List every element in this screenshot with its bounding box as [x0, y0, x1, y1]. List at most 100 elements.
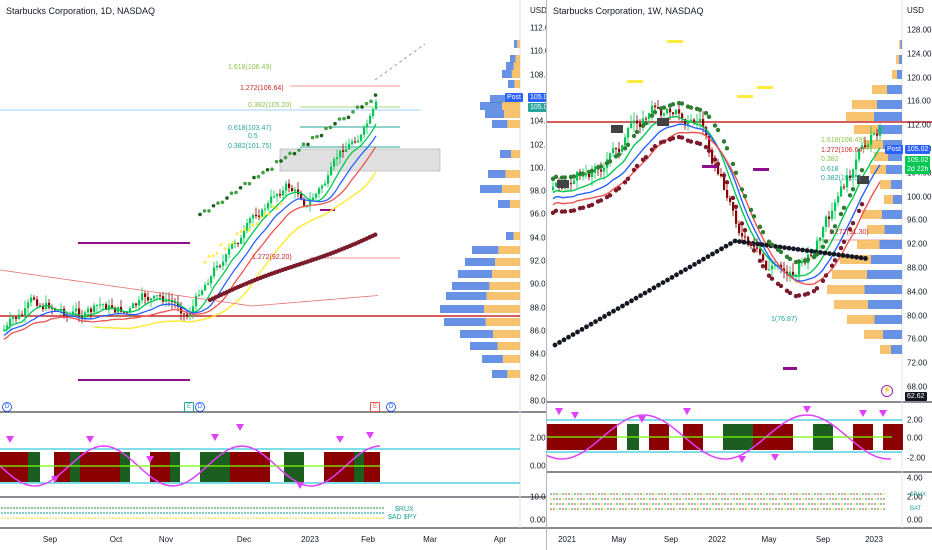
right-signal-dot	[739, 187, 745, 192]
right-bottom-dot	[565, 508, 567, 510]
earnings-icon[interactable]: E	[370, 402, 380, 412]
left-post-value-badge: 105.02	[528, 93, 546, 102]
right-volume-profile-bar	[864, 285, 902, 294]
dividend-icon[interactable]: D	[195, 402, 205, 412]
left-osc-segment	[200, 452, 230, 482]
left-bottom-dot	[331, 512, 333, 514]
right-bottom-dot	[697, 503, 699, 505]
earnings-icon[interactable]: E	[184, 402, 194, 412]
left-chart-pane[interactable]: Starbucks Corporation, 1D, NASDAQ USD 11…	[0, 0, 546, 550]
right-signal-dot	[697, 107, 703, 113]
left-bottom-dot	[214, 517, 216, 519]
left-bottom-dot	[31, 507, 33, 509]
left-bottom-dot	[10, 507, 12, 509]
right-bottom-dot	[628, 493, 630, 495]
right-bottom-dot	[718, 508, 720, 510]
right-osc-tick: 0.00	[907, 433, 923, 443]
left-bottom-dot	[262, 512, 264, 514]
right-bottom-dot	[715, 498, 717, 500]
right-dot-trail	[642, 290, 648, 296]
left-bottom-dot	[325, 507, 327, 509]
right-bottom-dot	[613, 503, 615, 505]
right-bottom-dot	[592, 498, 594, 500]
right-bottom-dot	[877, 503, 879, 505]
right-chart-pane[interactable]: Starbucks Corporation, 1W, NASDAQ USD 12…	[547, 0, 932, 550]
right-bottom-dot	[835, 503, 837, 505]
right-bottom-dot	[820, 498, 822, 500]
left-bottom-dot	[220, 512, 222, 514]
right-signal-dot	[631, 167, 637, 173]
right-bottom-dot	[829, 503, 831, 505]
right-bottom-dot	[574, 508, 576, 510]
candle-body	[714, 163, 717, 165]
left-price-tick: 110.00	[530, 46, 546, 56]
dividend-icon[interactable]: D	[386, 402, 396, 412]
right-bottom-dot	[652, 498, 654, 500]
right-bottom-dot	[703, 503, 705, 505]
right-bottom-dot	[748, 498, 750, 500]
right-bottom-dot	[808, 498, 810, 500]
left-bottom-dot	[160, 512, 162, 514]
right-signal-dot	[841, 239, 847, 244]
right-bottom-dot	[835, 493, 837, 495]
right-bottom-dot	[589, 503, 591, 505]
candle-body	[213, 267, 216, 277]
right-bottom-dot	[562, 498, 564, 500]
candle-body	[21, 314, 24, 316]
pane-divider[interactable]	[546, 0, 547, 550]
right-bottom-dot	[820, 493, 822, 495]
left-volume-profile-bar	[502, 70, 512, 78]
left-bottom-dot	[61, 517, 63, 519]
candle-body	[822, 226, 825, 238]
right-bottom-dot	[718, 498, 720, 500]
left-bottom-dot	[298, 507, 300, 509]
right-bottom-dot	[700, 503, 702, 505]
right-bottom-dot	[586, 498, 588, 500]
right-bottom-dot	[706, 493, 708, 495]
right-bottom-dot	[760, 508, 762, 510]
left-bottom-dot	[115, 512, 117, 514]
right-bottom-dot	[763, 503, 765, 505]
right-bottom-dot	[844, 498, 846, 500]
right-signal-dot	[778, 249, 784, 255]
left-post-label-badge: Post	[505, 93, 524, 102]
left-bottom-dot	[79, 512, 81, 514]
candle-body	[102, 304, 105, 306]
candle-body	[360, 134, 363, 141]
right-dot-trail	[863, 256, 868, 261]
left-bottom-dot	[22, 507, 24, 509]
right-bottom-dot	[640, 503, 642, 505]
right-signal-dot	[823, 239, 829, 244]
left-chart-canvas[interactable]	[0, 0, 546, 550]
right-level-dash	[627, 80, 643, 83]
right-bottom-dot	[799, 493, 801, 495]
candle-body	[144, 293, 147, 297]
lightning-icon[interactable]: ⚡	[881, 385, 893, 397]
left-bottom-dot	[202, 507, 204, 509]
candle-body	[744, 236, 747, 238]
right-signal-dot	[811, 288, 817, 294]
right-volume-profile-bar	[840, 255, 871, 264]
right-bottom-dot	[631, 498, 633, 500]
right-volume-profile-bar	[868, 300, 902, 309]
right-signal-dot	[571, 174, 577, 179]
left-bottom-dot	[355, 507, 357, 509]
left-bottom-dot	[244, 512, 246, 514]
left-signal-dot	[252, 175, 256, 180]
right-bottom-dot	[793, 503, 795, 505]
candle-body	[72, 311, 75, 315]
right-signal-dot	[670, 136, 676, 141]
left-bottom-dot	[310, 517, 312, 519]
right-bottom-dot	[670, 493, 672, 495]
right-bottom-dot	[829, 498, 831, 500]
right-bottom-dot	[652, 493, 654, 495]
dividend-icon[interactable]: D	[2, 402, 12, 412]
candle-body	[651, 105, 654, 114]
right-bottom-dot	[631, 493, 633, 495]
right-bottom-dot	[718, 493, 720, 495]
candle-body	[336, 157, 339, 160]
candle-body	[648, 113, 651, 119]
right-chart-canvas[interactable]	[547, 0, 932, 550]
candle-body	[594, 166, 597, 173]
right-bottom-dot	[643, 503, 645, 505]
